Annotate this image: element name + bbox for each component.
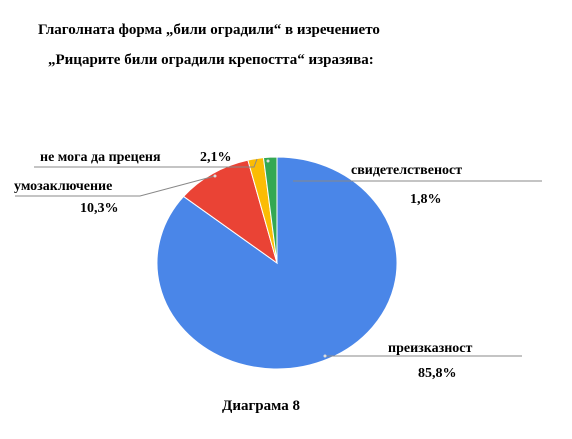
slice-value-2: 2,1%: [200, 150, 232, 165]
slice-value-0: 85,8%: [418, 366, 457, 381]
slice-label-0: преизказност: [388, 341, 473, 356]
slice-label-1: умозаключение: [14, 179, 112, 194]
slice-label-2: не мога да преценя: [40, 150, 161, 165]
leader-dot-1: [213, 174, 217, 178]
leader-dot-3: [266, 159, 270, 163]
chart-title-line2: „Рицарите били оградили крепостта“ израз…: [48, 52, 374, 68]
chart-caption: Диаграма 8: [222, 398, 300, 414]
pie-slice-1: [182, 159, 278, 265]
pie-slice-3: [262, 156, 278, 264]
slice-value-3: 1,8%: [410, 192, 442, 207]
leader-dot-0: [323, 354, 327, 358]
pie-slice-0: [156, 156, 398, 370]
slice-label-3: свидетелственост: [351, 163, 462, 178]
leader-line-2: [34, 158, 258, 168]
chart-title-line1: Глаголната форма „били оградили“ в изреч…: [38, 22, 380, 38]
leader-line-1: [15, 175, 216, 197]
slice-value-1: 10,3%: [80, 201, 119, 216]
